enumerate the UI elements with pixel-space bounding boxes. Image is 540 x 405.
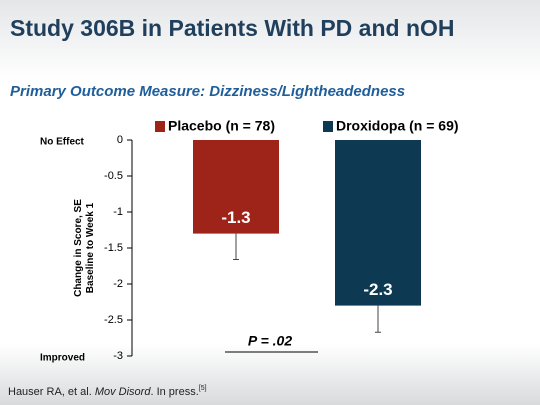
bar <box>193 140 279 234</box>
annotation: P = .02 <box>248 333 292 349</box>
y-axis-label-line: Change in Score, SE <box>73 199 84 297</box>
y-tick-label: -2 <box>113 278 123 290</box>
y-tick-label: -1.5 <box>104 242 123 254</box>
footnote-ref: [5] <box>199 385 207 392</box>
title-line: Study 306B in Patients With PD and nOH <box>10 15 455 41</box>
axis-note-bottom: Improved <box>40 353 85 364</box>
slide-subtitle: Primary Outcome Measure: Dizziness/Light… <box>10 83 405 100</box>
footnote-authors: Hauser RA, et al. <box>8 386 95 398</box>
legend-swatch <box>323 121 333 132</box>
y-tick-label: -3 <box>113 350 123 362</box>
bar <box>335 140 421 306</box>
legend-label: Placebo (n = 78) <box>168 118 275 134</box>
footnote: Hauser RA, et al. Mov Disord. In press.[… <box>8 385 207 398</box>
value-label: -1.3 <box>221 208 250 227</box>
y-tick-label: -0.5 <box>104 170 123 182</box>
legend-label: Droxidopa (n = 69) <box>336 118 459 134</box>
value-label: -2.3 <box>363 280 392 299</box>
y-axis-label: Change in Score, SEBaseline to Week 1 <box>73 199 96 297</box>
y-tick-label: 0 <box>117 134 123 146</box>
footnote-rest: . In press. <box>150 386 198 398</box>
y-tick-label: -2.5 <box>104 314 123 326</box>
y-tick-label: -1 <box>113 206 123 218</box>
axis-note-top: No Effect <box>40 137 85 148</box>
y-axis-label-line: Baseline to Week 1 <box>85 202 96 293</box>
slide-title: Study 306B in Patients With PD and nOH <box>10 15 455 41</box>
footnote-journal: Mov Disord <box>95 386 152 398</box>
legend-swatch <box>155 121 165 132</box>
